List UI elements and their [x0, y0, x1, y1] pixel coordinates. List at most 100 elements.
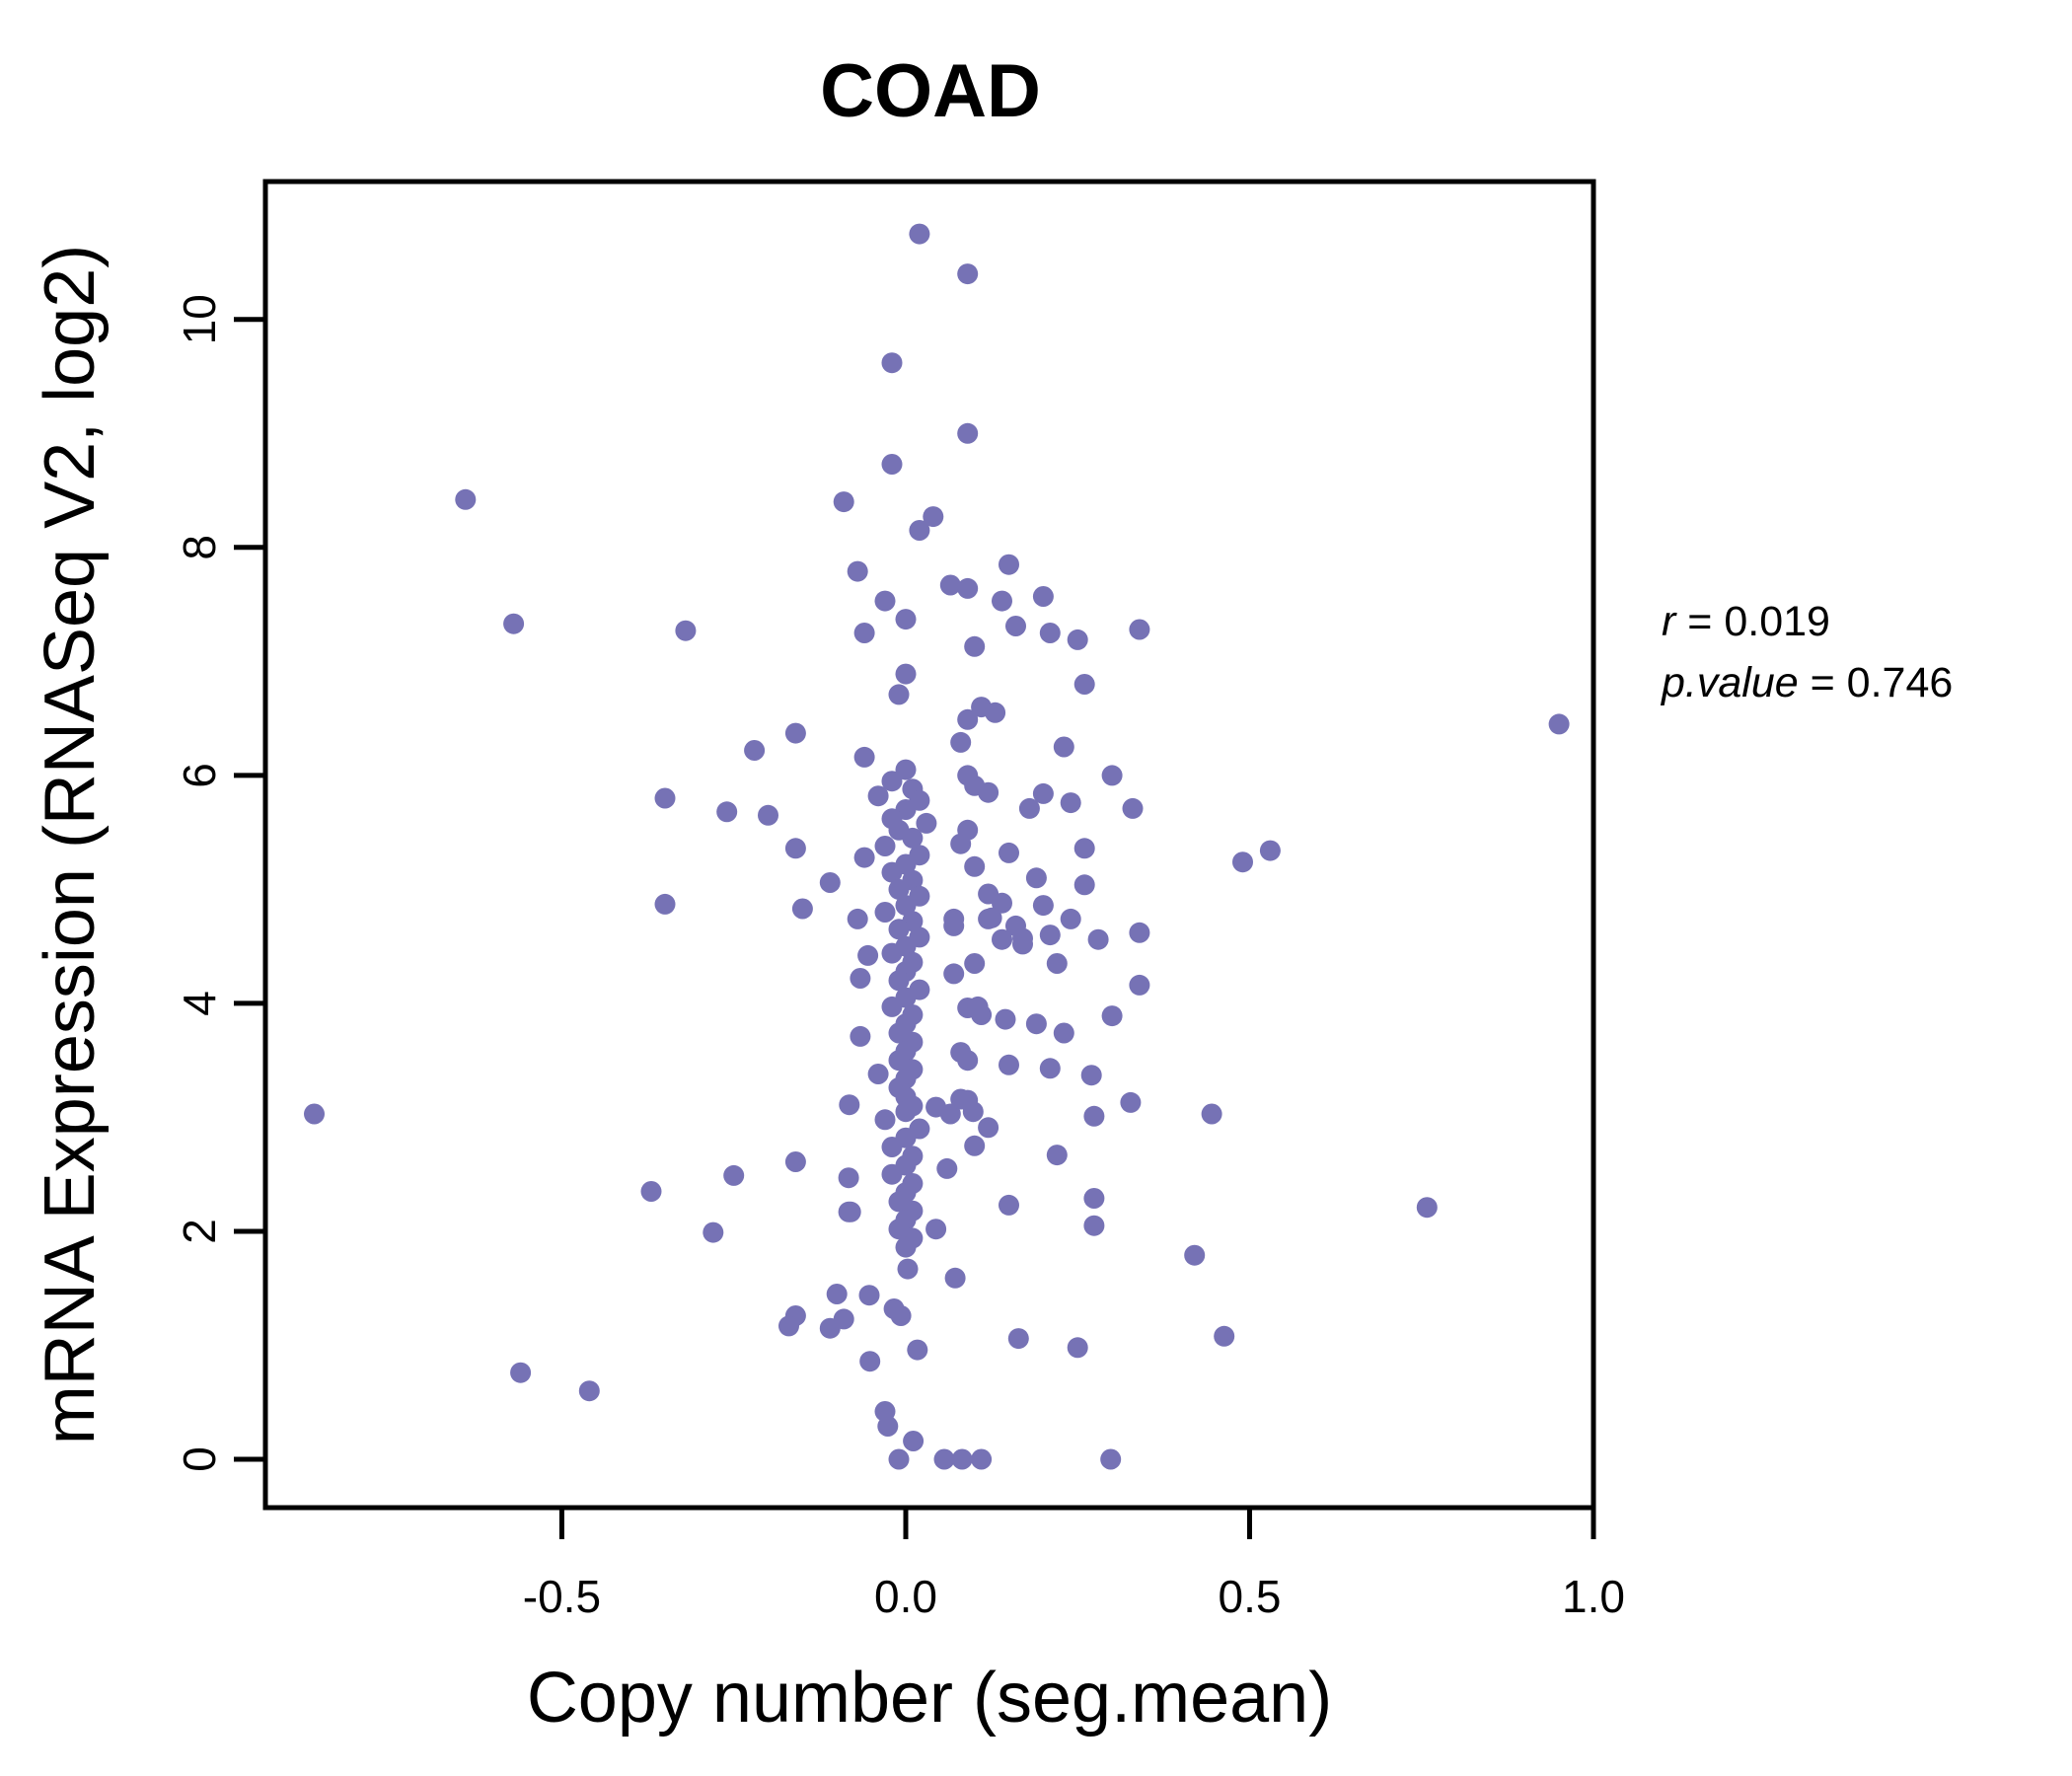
data-point — [1073, 674, 1095, 695]
data-point — [888, 970, 910, 992]
data-point — [1012, 927, 1033, 949]
data-point — [925, 1096, 947, 1118]
data-point — [936, 1157, 958, 1179]
data-point — [853, 746, 875, 768]
data-point — [888, 919, 910, 940]
data-point — [944, 1267, 966, 1289]
data-point — [903, 1431, 925, 1451]
data-point — [716, 801, 738, 823]
data-point — [999, 554, 1019, 575]
x-tick-label: 0.0 — [874, 1571, 937, 1622]
data-point — [895, 609, 917, 630]
stat-p-annotation: p.value = 0.746 — [1660, 659, 1953, 706]
data-point — [971, 1448, 993, 1470]
data-point — [895, 663, 917, 685]
data-point — [1129, 974, 1150, 996]
data-point — [847, 560, 868, 582]
stat-r-variable: r — [1662, 598, 1677, 645]
data-point — [950, 833, 972, 854]
data-point — [503, 613, 525, 634]
data-point — [1032, 782, 1054, 804]
data-point — [1018, 797, 1040, 819]
data-point — [909, 223, 930, 245]
data-point — [675, 620, 697, 641]
x-axis: -0.5 0.0 0.5 1.0 — [523, 1508, 1625, 1622]
data-point — [888, 878, 910, 900]
data-point — [1101, 765, 1123, 786]
data-point — [978, 1117, 999, 1139]
data-point — [826, 1284, 848, 1304]
data-point — [1129, 619, 1150, 640]
data-point — [874, 1109, 896, 1131]
data-point — [744, 740, 766, 761]
data-point — [999, 1194, 1019, 1216]
data-point — [890, 1305, 912, 1326]
data-point — [895, 1236, 917, 1258]
data-point — [304, 1103, 325, 1125]
data-point — [1120, 1091, 1142, 1113]
data-point — [923, 506, 944, 528]
data-point — [1007, 1328, 1029, 1350]
data-point — [874, 902, 896, 923]
data-point — [950, 731, 972, 753]
y-tick-label: 10 — [174, 294, 225, 344]
data-point — [881, 1163, 903, 1185]
data-point — [1083, 1105, 1105, 1127]
data-point — [838, 1167, 859, 1189]
y-tick-label: 2 — [174, 1219, 225, 1244]
data-point — [654, 787, 676, 809]
data-point — [888, 1448, 910, 1470]
data-point — [1214, 1325, 1235, 1347]
data-point — [1184, 1244, 1206, 1266]
data-point — [859, 1351, 881, 1372]
data-point — [933, 1448, 955, 1470]
data-point — [819, 872, 841, 893]
data-point — [1060, 908, 1081, 929]
data-point — [1005, 616, 1026, 636]
stat-r-value: = 0.019 — [1675, 598, 1830, 645]
data-point — [857, 944, 879, 966]
data-point — [964, 855, 986, 877]
data-point — [850, 968, 871, 989]
data-point — [895, 1101, 917, 1123]
data-point — [895, 759, 917, 780]
data-point — [1129, 922, 1150, 943]
y-tick-label: 8 — [174, 535, 225, 560]
data-point — [957, 708, 979, 730]
stat-p-value: = 0.746 — [1799, 659, 1954, 706]
data-point — [881, 771, 903, 792]
data-point — [784, 1151, 806, 1172]
data-point — [839, 1094, 860, 1116]
data-points — [304, 223, 1570, 1470]
data-point — [784, 722, 806, 744]
data-point — [1100, 1448, 1122, 1470]
data-point — [833, 1308, 854, 1330]
data-point — [874, 1401, 896, 1422]
data-point — [510, 1362, 532, 1383]
data-point — [895, 895, 917, 917]
data-point — [1067, 629, 1088, 650]
data-point — [881, 454, 903, 475]
data-point — [925, 1219, 947, 1240]
data-point — [1060, 792, 1081, 814]
data-point — [867, 1064, 889, 1084]
data-point — [951, 1448, 973, 1470]
data-point — [840, 1201, 861, 1222]
data-point — [703, 1221, 724, 1243]
data-point — [867, 785, 889, 807]
data-point — [995, 1008, 1016, 1030]
data-point — [1025, 867, 1047, 889]
data-point — [992, 892, 1012, 914]
y-axis: 0 2 4 6 8 10 — [174, 294, 265, 1472]
data-point — [1548, 713, 1570, 735]
data-point — [888, 684, 910, 705]
data-point — [1039, 925, 1061, 946]
data-point — [784, 838, 806, 859]
data-point — [881, 861, 903, 883]
data-point — [853, 623, 875, 643]
data-point — [578, 1380, 600, 1402]
data-point — [881, 1137, 903, 1157]
data-point — [1046, 1145, 1068, 1166]
data-point — [1039, 623, 1061, 643]
